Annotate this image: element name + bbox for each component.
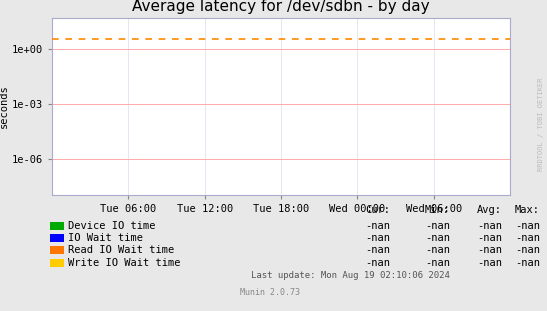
Text: -nan: -nan	[365, 258, 390, 268]
Text: -nan: -nan	[365, 245, 390, 255]
Text: Min:: Min:	[425, 205, 450, 215]
Text: -nan: -nan	[425, 245, 450, 255]
Text: Munin 2.0.73: Munin 2.0.73	[240, 288, 300, 297]
Text: -nan: -nan	[515, 233, 540, 243]
Text: -nan: -nan	[365, 233, 390, 243]
Text: -nan: -nan	[515, 258, 540, 268]
Text: -nan: -nan	[425, 233, 450, 243]
Text: -nan: -nan	[515, 245, 540, 255]
Text: IO Wait time: IO Wait time	[68, 233, 143, 243]
Title: Average latency for /dev/sdbn - by day: Average latency for /dev/sdbn - by day	[132, 0, 430, 14]
Y-axis label: seconds: seconds	[0, 85, 9, 128]
Text: Write IO Wait time: Write IO Wait time	[68, 258, 181, 268]
Text: Last update: Mon Aug 19 02:10:06 2024: Last update: Mon Aug 19 02:10:06 2024	[251, 271, 450, 280]
Text: -nan: -nan	[515, 221, 540, 231]
Text: -nan: -nan	[477, 245, 502, 255]
Text: -nan: -nan	[425, 258, 450, 268]
Text: -nan: -nan	[477, 258, 502, 268]
Text: -nan: -nan	[425, 221, 450, 231]
Text: Device IO time: Device IO time	[68, 221, 155, 231]
Text: Max:: Max:	[515, 205, 540, 215]
Text: Read IO Wait time: Read IO Wait time	[68, 245, 174, 255]
Text: Cur:: Cur:	[365, 205, 390, 215]
Text: -nan: -nan	[477, 233, 502, 243]
Text: Avg:: Avg:	[477, 205, 502, 215]
Text: -nan: -nan	[365, 221, 390, 231]
Text: RRDTOOL / TOBI OETIKER: RRDTOOL / TOBI OETIKER	[538, 78, 544, 171]
Text: -nan: -nan	[477, 221, 502, 231]
